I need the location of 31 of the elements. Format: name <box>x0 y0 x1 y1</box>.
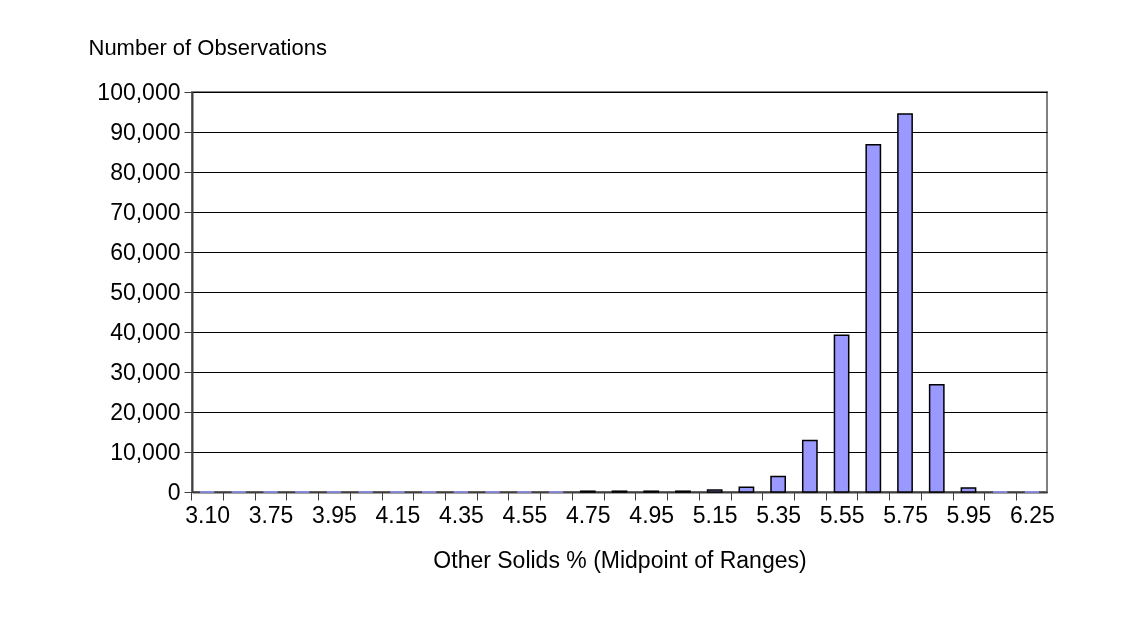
y-tick-label: 40,000 <box>110 318 181 345</box>
x-tick-label: 4.75 <box>565 501 611 528</box>
x-tick-label: 5.55 <box>819 501 865 528</box>
x-tick-label: 3.10 <box>185 501 230 528</box>
bar <box>738 486 755 493</box>
x-tick-label: 4.15 <box>375 501 421 528</box>
y-tick-label: 10,000 <box>110 438 181 465</box>
x-tick-label: 5.35 <box>756 501 802 528</box>
bar <box>706 489 723 493</box>
y-tick-label: 20,000 <box>110 398 181 425</box>
x-tick-label: 4.35 <box>438 501 484 528</box>
y-tick-label: 70,000 <box>110 198 181 225</box>
x-tick-label: 4.95 <box>629 501 675 528</box>
x-tick-label: 5.15 <box>692 501 738 528</box>
x-tick-label: 5.95 <box>946 501 992 528</box>
x-tick-label: 5.75 <box>883 501 928 528</box>
y-tick-label: 90,000 <box>110 118 181 145</box>
y-tick-label: 80,000 <box>110 158 181 185</box>
x-tick-label: 6.25 <box>1010 501 1055 528</box>
y-axis-title: Number of Observations <box>88 34 327 60</box>
x-axis-title: Other Solids % (Midpoint of Ranges) <box>433 546 807 573</box>
x-tick-label: 3.95 <box>312 501 357 528</box>
y-tick-label: 100,000 <box>97 78 181 105</box>
x-tick-label: 4.55 <box>502 501 548 528</box>
y-tick-label: 60,000 <box>110 238 181 265</box>
bar <box>960 487 977 493</box>
y-tick-label: 50,000 <box>110 278 181 305</box>
bar <box>770 475 787 493</box>
y-tick-label: 30,000 <box>110 358 181 385</box>
y-tick-label: 0 <box>167 478 181 505</box>
x-tick-label: 3.75 <box>248 501 294 528</box>
